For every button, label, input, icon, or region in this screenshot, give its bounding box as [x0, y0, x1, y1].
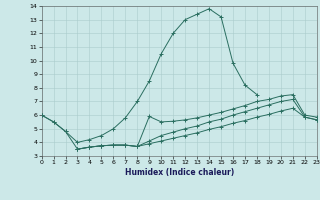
X-axis label: Humidex (Indice chaleur): Humidex (Indice chaleur) — [124, 168, 234, 177]
